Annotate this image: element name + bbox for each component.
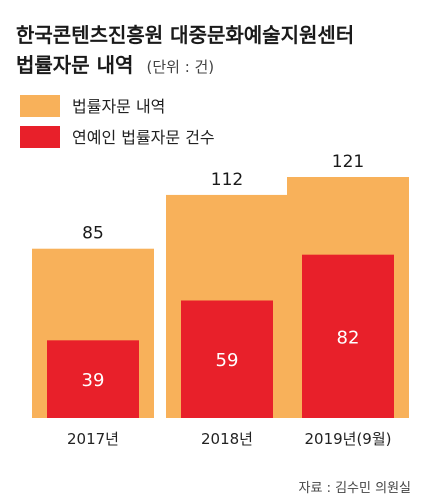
unit-label: (단위 : 건) <box>146 58 214 76</box>
x-tick-label: 2018년 <box>201 430 253 448</box>
data-label-entertainer: 39 <box>82 370 105 391</box>
legend-label-total: 법률자문 내역 <box>72 97 165 116</box>
x-tick-label: 2017년 <box>67 430 119 448</box>
chart-title-line1: 한국콘텐츠진흥원 대중문화예술지원센터 <box>16 23 354 47</box>
x-axis-tick-labels: 2017년 2018년 2019년(9월) <box>67 430 392 448</box>
bar-entertainer <box>181 300 273 418</box>
data-label-entertainer: 59 <box>216 350 239 371</box>
data-label-total: 85 <box>82 224 104 244</box>
source-note: 자료 : 김수민 의원실 <box>299 481 411 496</box>
bar-entertainer <box>302 254 394 418</box>
x-tick-label: 2019년(9월) <box>304 430 391 448</box>
legend: 법률자문 내역 연예인 법률자문 건수 <box>20 95 215 148</box>
data-label-entertainer: 82 <box>337 327 360 348</box>
chart-title-line2: 법률자문 내역 (단위 : 건) <box>16 53 214 77</box>
data-label-total: 121 <box>332 152 364 172</box>
data-label-total: 112 <box>211 170 243 190</box>
chart-title-main: 법률자문 내역 <box>16 53 133 77</box>
legend-swatch-total <box>20 95 60 117</box>
bars: 85 39 112 59 121 82 <box>32 152 409 418</box>
legend-label-entertainer: 연예인 법률자문 건수 <box>72 128 215 147</box>
legend-swatch-entertainer <box>20 126 60 148</box>
bar-entertainer <box>47 340 139 418</box>
